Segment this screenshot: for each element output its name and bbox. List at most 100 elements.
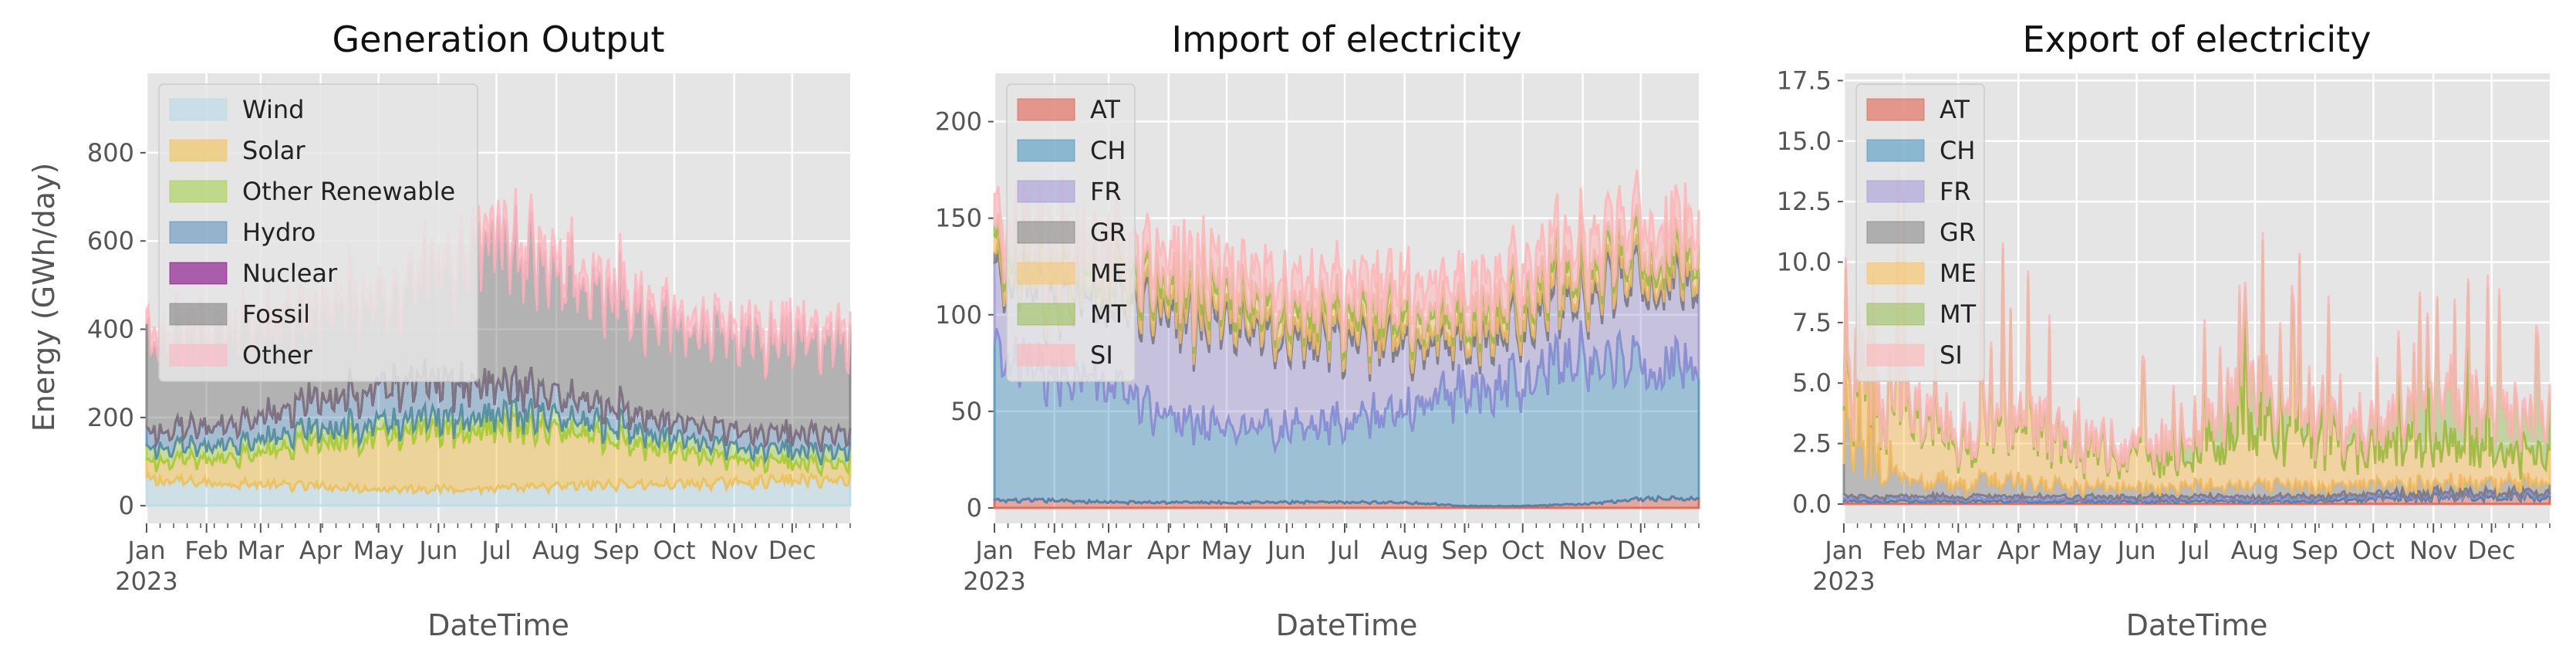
y-tick-label: 600 <box>87 226 134 256</box>
legend-label: AT <box>1090 95 1120 124</box>
legend-label: Solar <box>242 136 306 165</box>
x-tick-label: Nov <box>1558 536 1606 565</box>
y-tick-label: 12.5 <box>1777 187 1832 216</box>
x-axis-label: DateTime <box>1276 608 1418 642</box>
y-tick-label: 0 <box>967 493 982 523</box>
y-tick-label: 800 <box>87 138 134 168</box>
legend-label: MT <box>1940 300 1977 329</box>
x-tick-label: Dec <box>768 536 816 565</box>
x-tick-label: Jul <box>480 536 511 565</box>
y-tick-label: 50 <box>950 397 982 426</box>
x-tick-label: Jan <box>1823 536 1862 565</box>
legend-label: SI <box>1940 340 1963 370</box>
y-tick-label: 0.0 <box>1792 489 1832 519</box>
x-tick-label: May <box>1201 536 1252 565</box>
legend-swatch <box>1017 262 1075 285</box>
x-tick-label: Mar <box>238 536 285 565</box>
x-tick-label: Sep <box>2292 536 2338 565</box>
legend-swatch <box>1866 344 1925 367</box>
chart-title: Export of electricity <box>2023 19 2372 60</box>
x-tick-label: Aug <box>1381 536 1429 565</box>
area-series-si <box>1842 168 2551 475</box>
legend-swatch <box>1866 98 1925 121</box>
legend-swatch <box>1866 262 1925 285</box>
legend-swatch <box>1866 139 1925 162</box>
y-tick-label: 200 <box>87 403 134 432</box>
legend: AT CH FR GR ME MT SI <box>1855 83 1985 382</box>
x-tick-label: Apr <box>1147 536 1190 565</box>
legend-box <box>158 83 478 382</box>
x-tick-label: Feb <box>1882 536 1926 565</box>
legend-swatch <box>1866 180 1925 203</box>
legend-label: Other <box>242 340 313 370</box>
legend-swatch <box>1017 344 1075 367</box>
legend-label: GR <box>1090 218 1126 247</box>
legend-swatch <box>1017 180 1075 203</box>
y-tick-label: 5.0 <box>1792 368 1832 398</box>
legend-swatch <box>169 262 228 285</box>
legend-label: ME <box>1090 259 1127 288</box>
legend-swatch <box>1017 221 1075 244</box>
legend-label: Wind <box>242 95 304 124</box>
x-tick-label: May <box>2051 536 2102 565</box>
y-tick-label: 7.5 <box>1792 308 1832 337</box>
x-tick-label: Apr <box>299 536 343 565</box>
y-tick-label: 10.0 <box>1777 247 1832 276</box>
x-tick-label: Jan <box>126 536 165 565</box>
x-tick-label: Aug <box>2231 536 2279 565</box>
chart-panel-2: 0 50 100 150 200 Jan Feb Mar Apr May Jun Jul Aug Sep O… <box>935 19 1700 642</box>
y-tick-label: 200 <box>935 107 982 137</box>
legend-label: CH <box>1940 136 1975 165</box>
legend-label: Fossil <box>242 300 310 329</box>
y-tick-label: 400 <box>87 315 134 344</box>
legend-swatch <box>1866 303 1925 326</box>
x-tick-label: Jun <box>1266 536 1306 565</box>
x-tick-label: Nov <box>710 536 758 565</box>
legend-label: SI <box>1090 340 1113 370</box>
area-series-si <box>993 169 1700 357</box>
x-tick-label: Jul <box>1329 536 1360 565</box>
chart-title: Import of electricity <box>1172 19 1522 60</box>
legend-label: CH <box>1090 136 1126 165</box>
y-tick-label: 100 <box>935 300 982 330</box>
y-tick-label: 150 <box>935 204 982 233</box>
legend-swatch <box>1017 139 1075 162</box>
x-tick-label: Apr <box>1997 536 2041 565</box>
legend-swatch <box>169 98 228 121</box>
legend-swatch <box>169 303 228 326</box>
x-tick-label: Jul <box>2179 536 2210 565</box>
x-tick-label: Nov <box>2409 536 2457 565</box>
x-tick-label: May <box>353 536 404 565</box>
x-year-label: 2023 <box>1812 567 1875 596</box>
x-tick-label: Oct <box>1501 536 1544 565</box>
legend-swatch <box>1017 303 1075 326</box>
legend-label: ME <box>1940 259 1977 288</box>
legend: AT CH FR GR ME MT SI <box>1006 83 1136 382</box>
x-tick-label: Aug <box>532 536 580 565</box>
y-tick-label: 0 <box>119 491 134 520</box>
y-tick-label: 17.5 <box>1777 66 1832 95</box>
legend-swatch <box>169 344 228 367</box>
x-tick-label: Sep <box>593 536 640 565</box>
legend-label: Nuclear <box>242 259 338 288</box>
legend-label: FR <box>1090 177 1122 206</box>
legend-label: AT <box>1940 95 1970 124</box>
y-tick-label: 15.0 <box>1777 127 1832 156</box>
legend-swatch <box>169 180 228 203</box>
legend-label: MT <box>1090 300 1127 329</box>
legend-swatch <box>1017 98 1075 121</box>
legend-swatch <box>169 221 228 244</box>
x-tick-label: Sep <box>1441 536 1487 565</box>
x-axis-label: DateTime <box>427 608 569 642</box>
x-tick-label: Jan <box>974 536 1013 565</box>
chart-panel-3: 0.0 2.5 5.0 7.5 10.0 12.5 15.0 17.5 Jan Feb Mar Apr… <box>1777 19 2551 642</box>
x-tick-label: Mar <box>1935 536 1982 565</box>
legend-label: Hydro <box>242 218 316 247</box>
x-tick-label: Dec <box>1617 536 1665 565</box>
x-axis-label: DateTime <box>2126 608 2268 642</box>
chart-title: Generation Output <box>332 19 664 60</box>
y-axis-label: Energy (GWh/day) <box>27 163 61 432</box>
legend-label: FR <box>1940 177 1971 206</box>
y-tick-label: 2.5 <box>1792 429 1832 459</box>
